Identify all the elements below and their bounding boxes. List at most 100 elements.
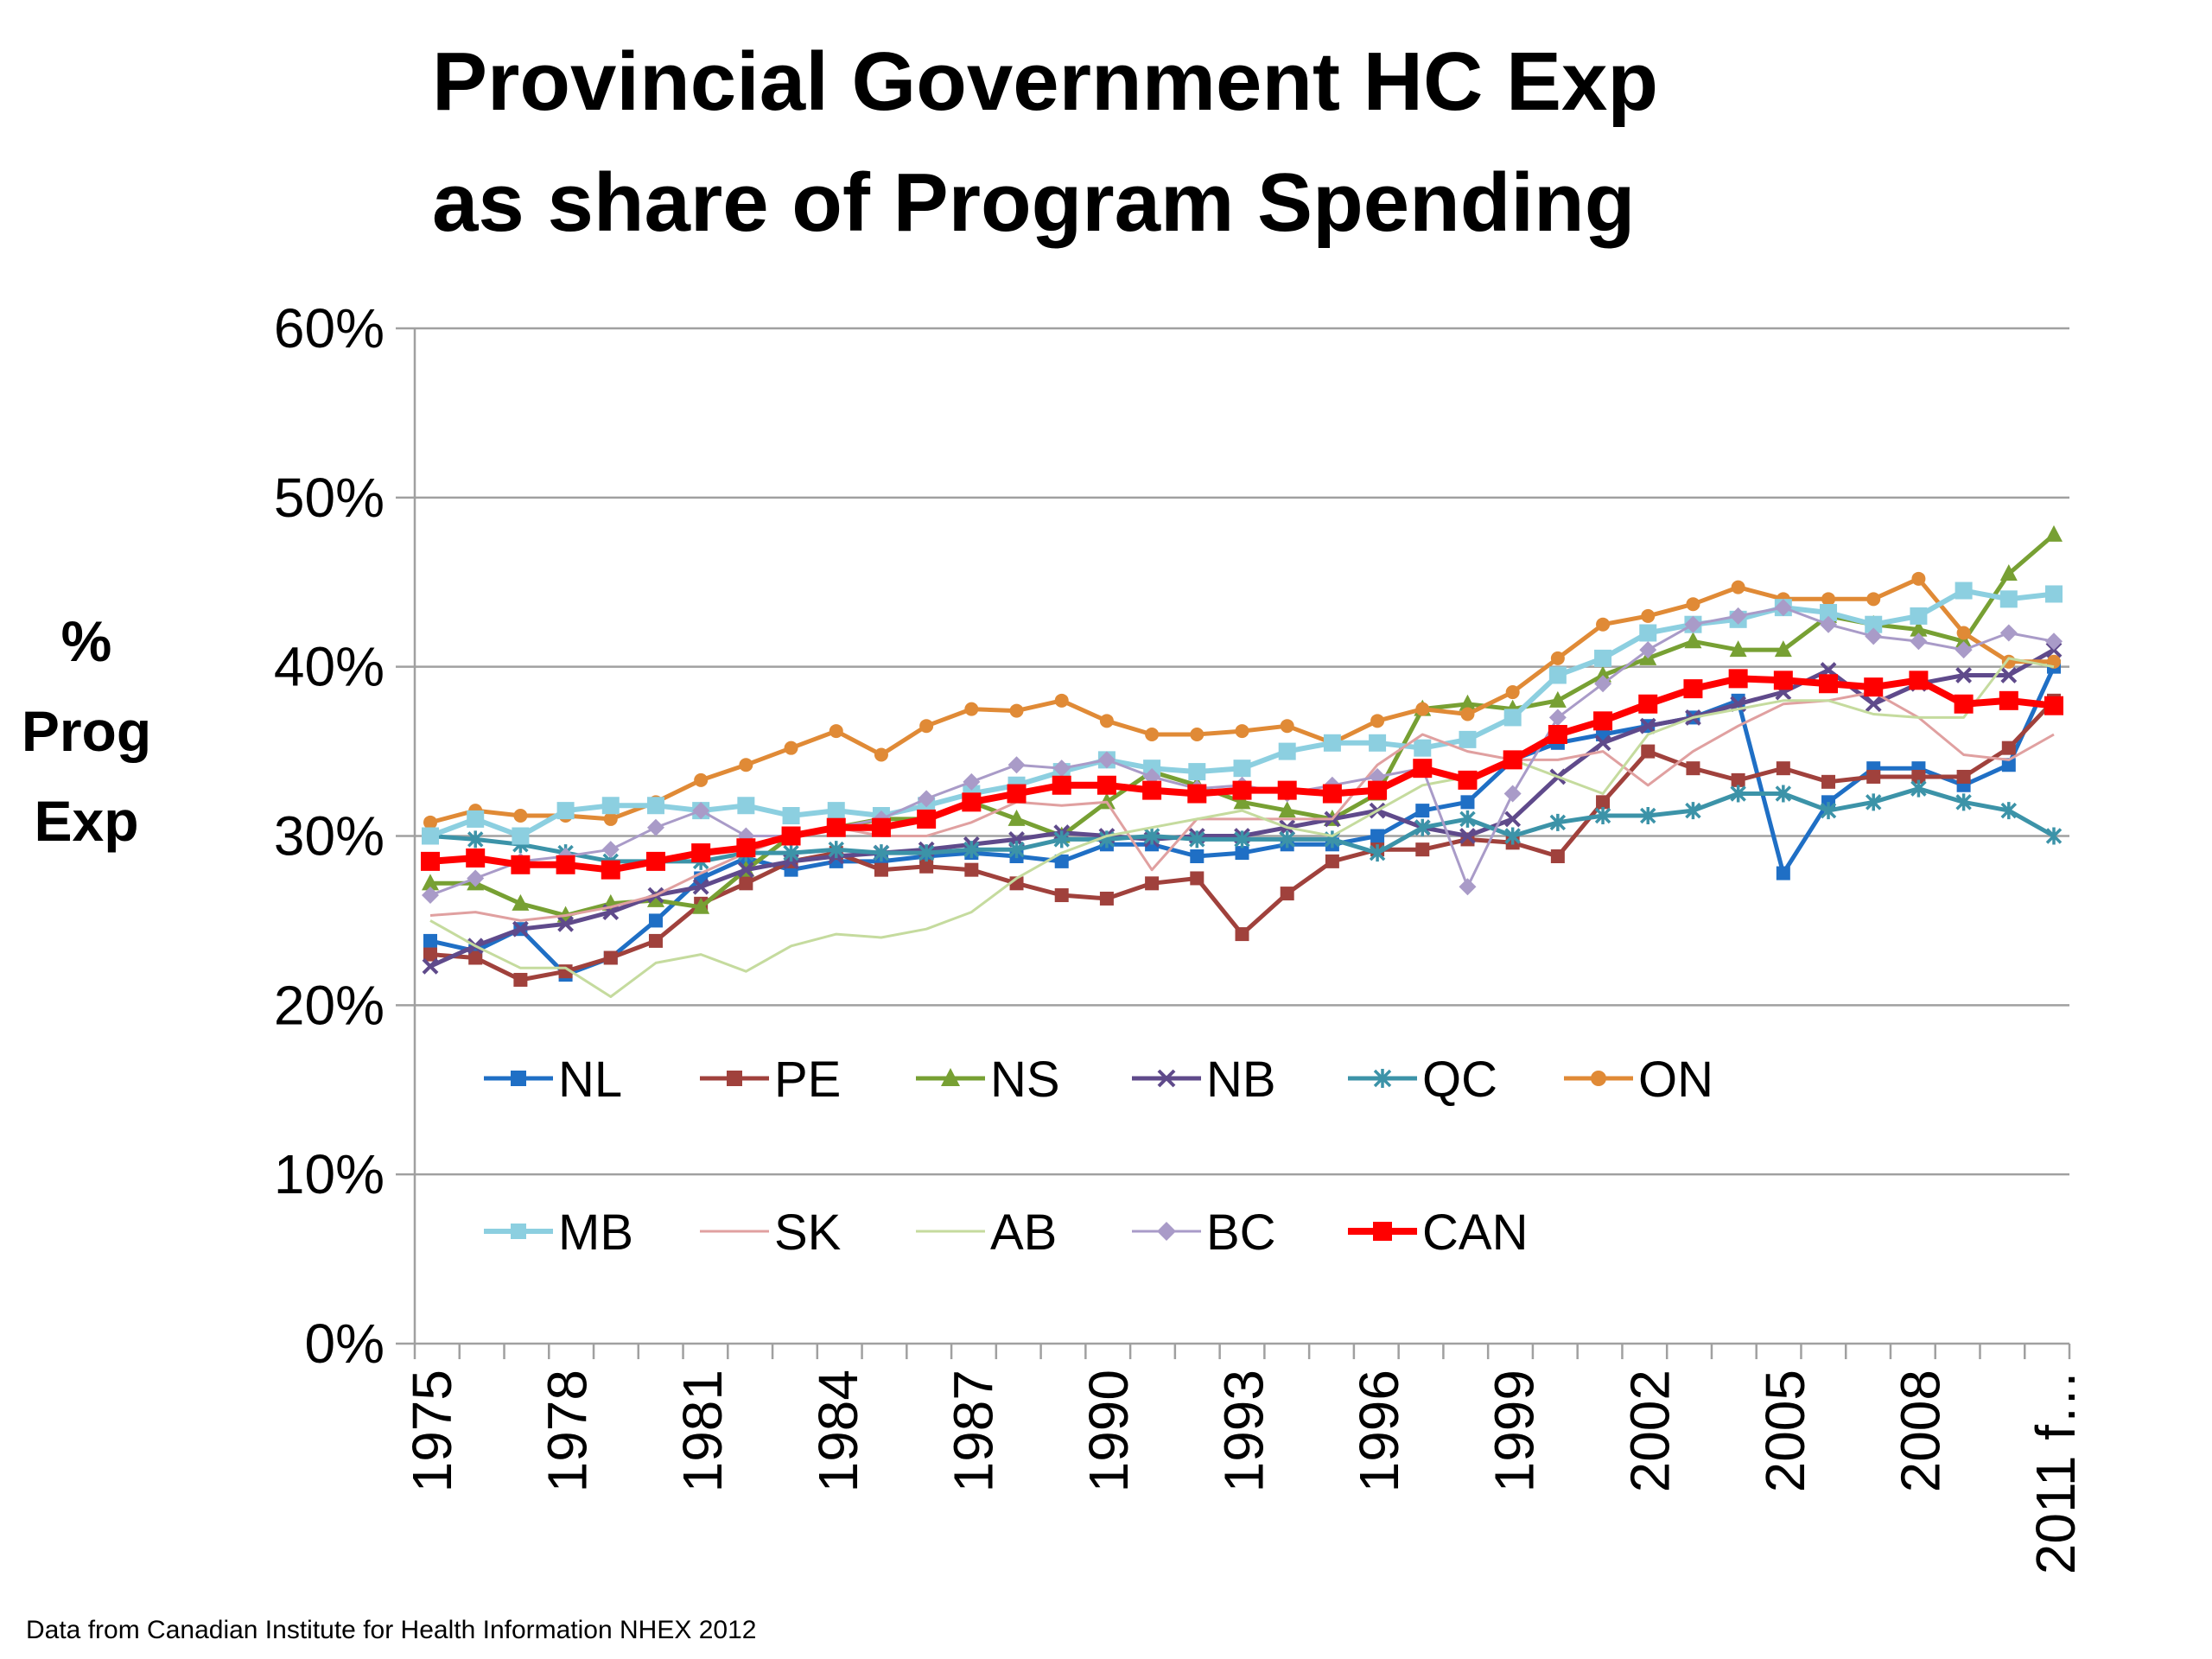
data-point	[2045, 585, 2063, 603]
data-point	[1234, 830, 1250, 849]
data-point	[1235, 724, 1249, 739]
data-point	[1731, 580, 1745, 594]
data-point	[1325, 854, 1339, 868]
data-point	[2001, 741, 2016, 755]
data-point	[422, 957, 439, 975]
data-point	[1640, 807, 1656, 824]
data-point	[1641, 744, 1656, 759]
legend-item-ns: NS	[916, 1052, 1060, 1108]
data-point	[1866, 769, 1881, 784]
data-point	[556, 855, 575, 874]
data-point	[1594, 734, 1611, 752]
legend-item-ab: AB	[916, 1205, 1057, 1261]
data-point	[1007, 756, 1026, 774]
legend-label: SK	[774, 1205, 842, 1261]
data-point	[1864, 677, 1884, 697]
data-point	[1594, 675, 1612, 693]
data-point	[421, 851, 440, 871]
x-tick-label: 2005	[1754, 1370, 1816, 1492]
data-point	[1157, 1222, 1176, 1241]
legend-item-bc: BC	[1132, 1205, 1276, 1261]
data-point	[1096, 775, 1116, 795]
data-point	[739, 758, 753, 772]
y-tick-label: 10%	[274, 1143, 385, 1205]
legend-item-nl: NL	[484, 1052, 622, 1108]
data-point	[1007, 809, 1026, 826]
data-point	[1503, 709, 1522, 727]
data-point	[1594, 649, 1612, 667]
data-point	[963, 841, 980, 859]
data-point	[2045, 524, 2063, 542]
data-point	[422, 827, 439, 845]
data-point	[1593, 711, 1613, 731]
data-point	[1911, 769, 1926, 784]
data-point	[1731, 772, 1745, 787]
data-point	[963, 772, 981, 791]
data-point	[423, 933, 437, 948]
data-point	[468, 950, 483, 965]
data-point	[1373, 1069, 1392, 1088]
data-point	[1639, 624, 1657, 642]
data-point	[1774, 599, 1792, 617]
data-point	[645, 851, 665, 871]
data-point	[1504, 810, 1522, 828]
data-point	[1458, 770, 1478, 790]
data-point	[467, 869, 485, 887]
data-point	[1591, 1071, 1606, 1086]
data-point	[727, 1071, 742, 1086]
data-point	[1143, 827, 1160, 845]
data-point	[1999, 690, 2018, 710]
data-point	[1820, 615, 1838, 633]
source-note: Data from Canadian Institute for Health …	[26, 1616, 757, 1644]
data-point	[919, 859, 934, 874]
data-point	[1821, 774, 1836, 789]
series-ab	[429, 657, 2055, 998]
data-point	[1866, 592, 1881, 607]
data-point	[467, 830, 484, 849]
data-point	[918, 844, 935, 862]
data-point	[1639, 717, 1656, 734]
data-point	[873, 844, 890, 862]
data-point	[1504, 827, 1521, 845]
data-point	[646, 797, 664, 815]
data-point	[648, 913, 663, 928]
legend-label: PE	[774, 1052, 841, 1108]
x-tick-label: 1993	[1213, 1370, 1275, 1492]
data-point	[1729, 640, 1747, 658]
data-point	[1820, 604, 1838, 621]
data-point	[827, 802, 845, 820]
data-point	[1865, 627, 1883, 645]
data-point	[964, 702, 979, 716]
data-point	[1413, 759, 1433, 779]
data-point	[513, 809, 528, 823]
data-point	[829, 724, 843, 739]
legend-label: AB	[990, 1205, 1057, 1261]
data-point	[1683, 679, 1703, 699]
data-point	[1373, 1222, 1392, 1241]
data-point	[1776, 866, 1790, 880]
data-point	[826, 817, 846, 837]
data-point	[512, 920, 529, 938]
data-point	[1955, 793, 1972, 811]
data-point	[918, 790, 936, 808]
data-point	[511, 1224, 526, 1239]
data-point	[1052, 760, 1071, 778]
data-point	[1235, 927, 1249, 942]
legend-label: MB	[558, 1205, 633, 1261]
data-point	[1278, 801, 1296, 818]
data-point	[556, 802, 575, 820]
y-tick-label: 0%	[305, 1313, 385, 1375]
data-point	[603, 811, 618, 826]
data-point	[1686, 761, 1700, 776]
axes: 0% 10% 20% 30% 40% 50% 60% 1975 1978 1981 1984 1987…	[274, 297, 2087, 1574]
data-point	[1279, 830, 1295, 849]
data-point	[1910, 779, 1927, 798]
gridlines	[415, 327, 2069, 1345]
data-point	[1280, 719, 1294, 734]
data-point	[1007, 784, 1027, 804]
data-point	[1322, 784, 1342, 804]
data-point	[1323, 734, 1341, 752]
data-point	[1369, 844, 1386, 862]
data-point	[1008, 841, 1025, 859]
data-point	[1549, 813, 1567, 831]
